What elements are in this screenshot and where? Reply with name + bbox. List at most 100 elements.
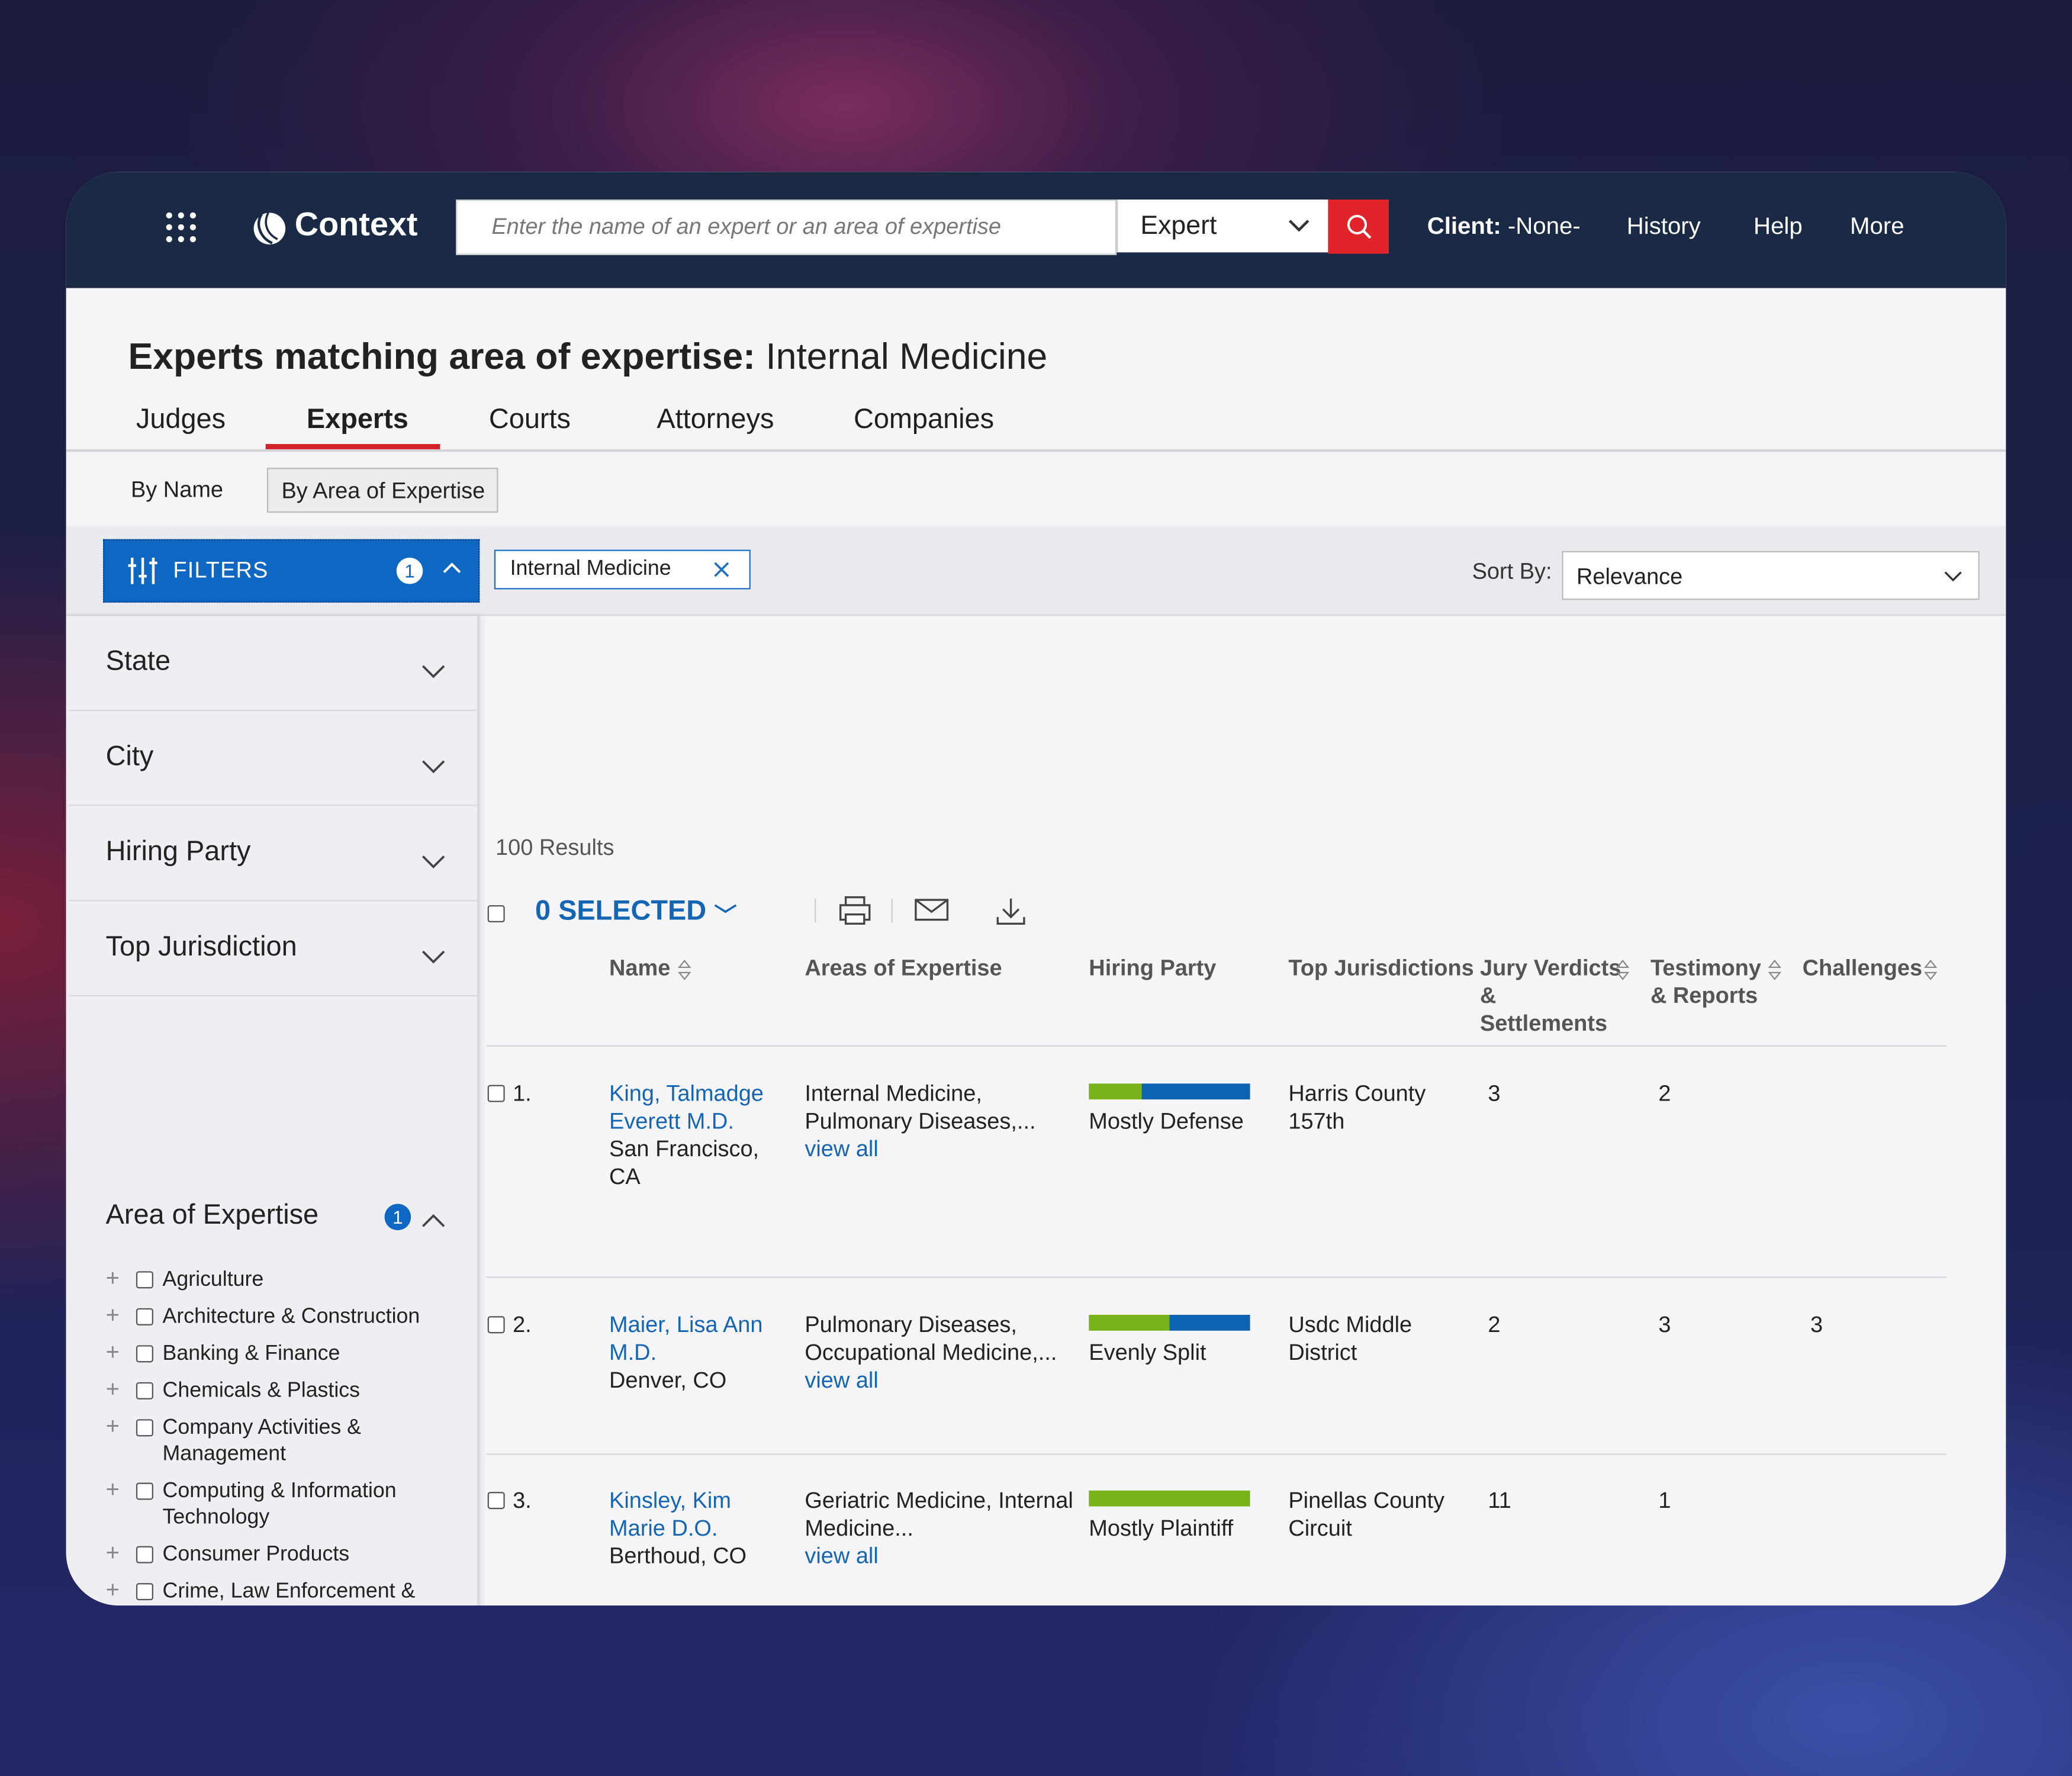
search-input[interactable]: Enter the name of an expert or an area o… [456,200,1117,255]
column-header[interactable]: Jury Verdicts & Settlements [1480,955,1621,1036]
nav-link[interactable]: Help [1754,213,1803,240]
row-number: 2. [513,1312,532,1337]
top-nav: Context Enter the name of an expert or a… [66,172,2006,288]
result-count: 100 Results [496,835,614,861]
row-checkbox[interactable] [487,1492,505,1510]
areas: Pulmonary Diseases, Occupational Medicin… [805,1312,1057,1365]
testimony: 3 [1658,1312,1671,1337]
view-all[interactable]: view all [805,1136,879,1162]
search-button[interactable] [1328,200,1389,254]
expertise-item[interactable]: + Chemicals & Plastics [66,1376,477,1405]
row-number: 3. [513,1488,532,1513]
view-all[interactable]: view all [805,1543,879,1569]
jurisdiction: Usdc Middle District [1288,1312,1413,1365]
checkbox[interactable] [136,1583,153,1601]
hiring-party: Evenly Split [1089,1340,1206,1365]
expert-name[interactable]: Maier, Lisa Ann M.D. [609,1312,763,1365]
sort-icon[interactable] [1616,959,1630,987]
client-value: -None- [1507,213,1581,240]
expert-name[interactable]: King, Talmadge Everett M.D. [609,1080,764,1134]
nav-link[interactable]: More [1850,213,1904,240]
view-all[interactable]: view all [805,1368,879,1393]
client[interactable]: Client: -None- [1427,213,1581,240]
row-checkbox[interactable] [487,1085,505,1102]
testimony: 1 [1658,1488,1671,1513]
checkbox[interactable] [136,1482,153,1500]
areas: Geriatric Medicine, Internal Medicine... [805,1488,1073,1541]
section-title: State [105,646,171,677]
expertise-label: Agriculture [162,1268,264,1291]
subtab[interactable]: By Name [130,477,224,503]
filters-label: FILTERS [173,557,269,583]
expertise-item[interactable]: + Computing & Information Technology [66,1476,477,1532]
filter-chip[interactable]: Internal Medicine [494,549,751,590]
row-divider [486,1453,1946,1455]
section-title[interactable]: Area of Expertise [105,1199,319,1231]
expand-icon: + [105,1576,120,1603]
expertise-item[interactable]: + Crime, Law Enforcement & Corrections [66,1576,477,1606]
search-type-select[interactable]: Expert [1117,200,1330,253]
checkbox[interactable] [136,1308,153,1325]
checkbox[interactable] [136,1419,153,1437]
filter-section[interactable]: Top Jurisdiction [69,901,477,997]
expertise-item[interactable]: + Banking & Finance [66,1339,477,1368]
expand-icon: + [105,1476,120,1502]
chevron [420,751,447,783]
filters-button[interactable]: FILTERS 1 [103,539,480,603]
areas-cell: Internal Medicine, Pulmonary Diseases,..… [805,1080,1076,1163]
chip-remove[interactable] [712,560,731,578]
expert-name[interactable]: Kinsley, Kim Marie D.O. [609,1488,731,1541]
column-header[interactable]: Challenges [1802,955,1923,981]
nav-link[interactable]: History [1626,213,1701,240]
search-icon [1347,214,1372,239]
tab-active[interactable]: Experts [306,404,408,435]
app-window: Context Enter the name of an expert or a… [66,172,2006,1606]
challenges: 3 [1810,1312,1823,1337]
tab[interactable]: Courts [488,404,571,435]
expertise-label: Computing & Information Technology [162,1480,397,1529]
filter-section[interactable]: Hiring Party [69,806,477,902]
sort-icon[interactable] [677,959,691,987]
sort-icon[interactable] [1768,959,1782,987]
brand-name: Context [294,206,418,243]
chevron [1288,220,1310,232]
expertise-label: Consumer Products [162,1543,350,1566]
expertise-label: Company Activities & Management [162,1416,362,1466]
jury-verdicts: 11 [1488,1488,1511,1513]
expertise-item[interactable]: + Company Activities & Management [66,1413,477,1468]
checkbox[interactable] [136,1546,153,1563]
expertise-item[interactable]: + Architecture & Construction [66,1302,477,1331]
sort-select[interactable]: Relevance [1562,551,1980,600]
chevron [420,941,447,973]
sort-icon[interactable] [1923,959,1938,987]
expert-cell: King, Talmadge Everett M.D. San Francisco… [609,1080,765,1191]
expertise-count: 1 [384,1204,411,1231]
row-checkbox[interactable] [487,1316,505,1334]
column-header[interactable]: Testimony & Reports [1650,955,1761,1009]
column-header[interactable]: Name [609,955,671,981]
tab[interactable]: Judges [136,404,226,435]
testimony: 2 [1658,1080,1671,1106]
tab-underline [265,444,440,449]
expertise-label: Banking & Finance [162,1342,340,1365]
subtab-active[interactable]: By Area of Expertise [266,468,498,513]
selected-count[interactable]: 0 SELECTED [535,896,707,926]
checkbox[interactable] [136,1345,153,1363]
tab[interactable]: Attorneys [657,404,774,435]
bar-segment-defense [1142,1083,1250,1100]
expert-cell: Maier, Lisa Ann M.D. Denver, CO [609,1311,765,1394]
checkbox[interactable] [136,1382,153,1399]
apps-icon[interactable] [165,211,200,246]
expert-cell: Kinsley, Kim Marie D.O. Berthoud, CO [609,1487,765,1570]
expertise-item[interactable]: + Consumer Products [66,1539,477,1569]
expertise-item[interactable]: + Agriculture [66,1265,477,1294]
tab[interactable]: Companies [853,404,995,435]
page-title: Experts matching area of expertise: Inte… [128,336,1048,378]
filter-section[interactable]: City [69,711,477,806]
download-icon[interactable] [995,896,1027,934]
expert-location: Denver, CO [609,1368,727,1393]
select-all-checkbox[interactable] [487,905,505,923]
checkbox[interactable] [136,1271,153,1289]
filter-section[interactable]: State [69,616,477,711]
expertise-label: Architecture & Construction [162,1305,420,1328]
